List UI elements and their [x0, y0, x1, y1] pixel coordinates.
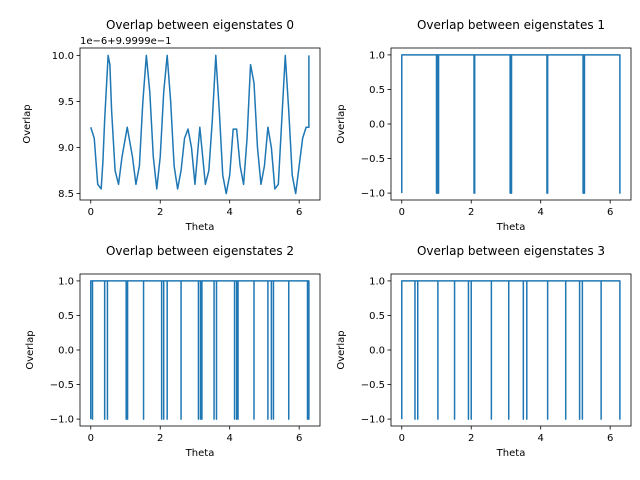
x-axis-label: Theta [185, 448, 215, 459]
x-tick-label: 2 [468, 433, 474, 444]
y-offset-text: 1e−6+9.9999e−1 [80, 36, 172, 47]
x-tick-label: 0 [399, 433, 405, 444]
x-tick-label: 0 [88, 433, 94, 444]
x-tick-label: 6 [296, 433, 302, 444]
y-axis-label: Overlap [336, 330, 347, 369]
x-tick-label: 4 [227, 207, 233, 218]
x-axis-label: Theta [496, 222, 526, 233]
y-tick-label: −0.5 [50, 380, 74, 391]
x-tick-label: 4 [538, 433, 544, 444]
y-tick-label: 8.5 [58, 189, 74, 200]
x-axis-label: Theta [496, 448, 526, 459]
series-line [90, 280, 310, 420]
y-tick-label: 0.0 [58, 346, 74, 357]
y-tick-label: 1.0 [369, 50, 385, 61]
subplot-title: Overlap between eigenstates 2 [106, 244, 294, 258]
x-axis-label: Theta [185, 222, 215, 233]
y-tick-label: −1.0 [361, 189, 385, 200]
subplot-3: 0 2 4 6 −1.0 −0.5 0.0 0.5 1.0 Overlap between eig… [336, 244, 632, 459]
x-tick-label: 6 [607, 207, 613, 218]
x-tick-label: 2 [157, 207, 163, 218]
y-tick-label: 1.0 [58, 276, 74, 287]
y-tick-label: 10.0 [52, 51, 74, 62]
y-tick-label: 9.5 [58, 97, 74, 108]
axes-frame [79, 47, 321, 201]
x-tick-label: 4 [538, 207, 544, 218]
subplots-grid: 0 2 4 6 8.5 9.0 9.5 10.0 Overlap between eigenst… [22, 18, 632, 459]
y-tick-label: 0.5 [369, 85, 385, 96]
x-tick-label: 4 [227, 433, 233, 444]
y-axis-label: Overlap [25, 330, 36, 369]
x-tick-label: 6 [607, 433, 613, 444]
y-tick-label: −0.5 [361, 154, 385, 165]
subplot-2: 0 2 4 6 −1.0 −0.5 0.0 0.5 1.0 Overlap between eig… [25, 244, 321, 459]
series-line [90, 54, 310, 195]
x-tick-label: 2 [157, 433, 163, 444]
x-tick-label: 2 [468, 207, 474, 218]
subplot-title: Overlap between eigenstates 3 [417, 244, 605, 258]
y-axis-label: Overlap [336, 104, 347, 143]
y-tick-label: −1.0 [50, 415, 74, 426]
series-line [401, 54, 621, 194]
x-tick-label: 0 [399, 207, 405, 218]
y-tick-label: 0.5 [58, 311, 74, 322]
subplot-title: Overlap between eigenstates 1 [417, 18, 605, 32]
subplot-title: Overlap between eigenstates 0 [106, 18, 294, 32]
series-line [401, 280, 621, 420]
y-tick-label: 0.0 [369, 346, 385, 357]
x-tick-label: 6 [296, 207, 302, 218]
subplot-0: 0 2 4 6 8.5 9.0 9.5 10.0 Overlap between eigenst… [22, 18, 321, 233]
y-tick-label: 0.5 [369, 311, 385, 322]
y-tick-label: 0.0 [369, 120, 385, 131]
y-tick-label: −0.5 [361, 380, 385, 391]
subplot-1: 0 2 4 6 −1.0 −0.5 0.0 0.5 1.0 Overlap between eig… [336, 18, 632, 233]
y-tick-label: 1.0 [369, 276, 385, 287]
y-tick-label: −1.0 [361, 415, 385, 426]
y-tick-label: 9.0 [58, 143, 74, 154]
y-axis-label: Overlap [22, 104, 33, 143]
x-tick-label: 0 [88, 207, 94, 218]
